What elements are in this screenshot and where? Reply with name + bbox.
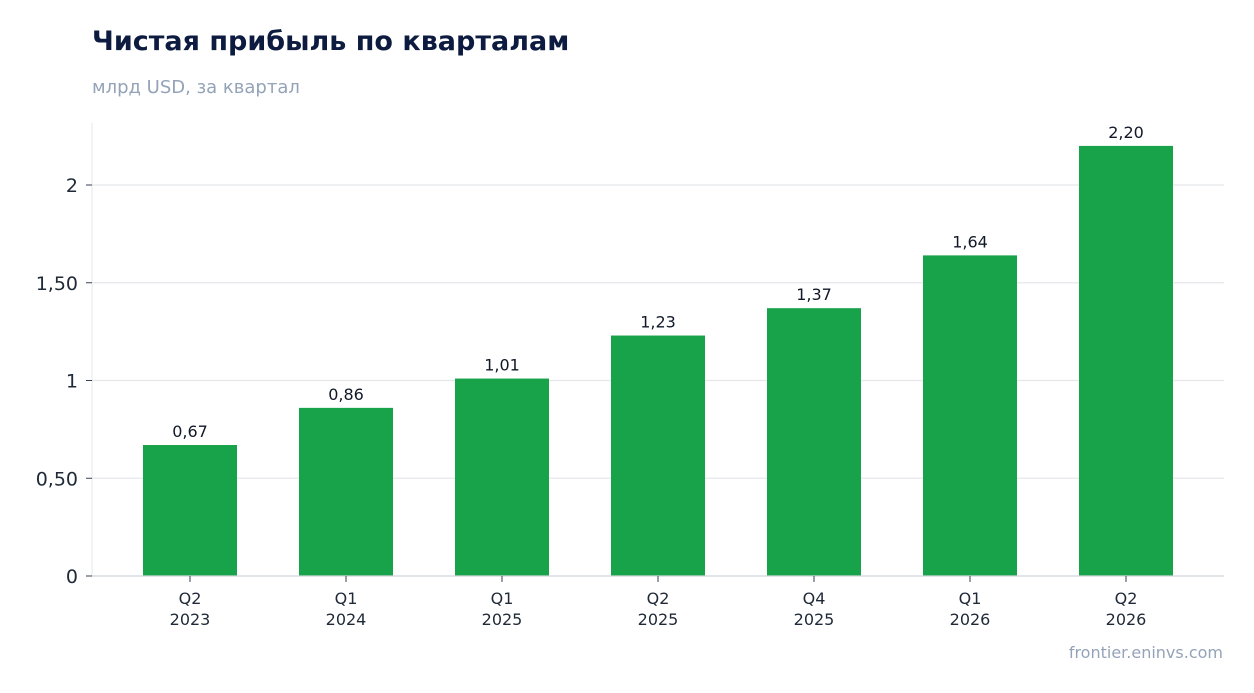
bar	[611, 335, 705, 576]
x-tick-label: 2026	[1106, 610, 1147, 629]
x-tick-label: 2024	[326, 610, 367, 629]
ticks: 0 0,50 1 1,50 2 Q2 2023 Q1 2024 Q1 2025 Q2 2025 Q4 202…	[36, 175, 1147, 629]
chart-subtitle: млрд USD, за квартал	[92, 77, 300, 98]
x-tick-label: 2023	[170, 610, 211, 629]
x-tick-label: Q2	[179, 589, 202, 608]
bar	[455, 378, 549, 576]
data-label: 1,64	[952, 232, 988, 251]
x-tick-label: Q1	[335, 589, 358, 608]
data-label: 0,86	[328, 385, 364, 404]
x-tick-label: 2026	[950, 610, 991, 629]
x-tick-label: Q2	[1115, 589, 1138, 608]
data-label: 1,23	[640, 313, 676, 332]
data-label: 2,20	[1108, 123, 1144, 142]
x-tick-label: 2025	[482, 610, 523, 629]
data-label: 1,37	[796, 285, 832, 304]
bar	[923, 255, 1017, 576]
y-tick-label: 1	[66, 371, 78, 393]
x-tick-label: Q2	[647, 589, 670, 608]
x-tick-label: Q4	[803, 589, 826, 608]
source-note: frontier.eninvs.com	[1068, 643, 1223, 662]
x-tick-label: 2025	[794, 610, 835, 629]
bar	[1079, 145, 1173, 576]
chart-title: Чистая прибыль по кварталам	[92, 26, 570, 57]
y-tick-label: 1,50	[36, 273, 78, 295]
bar	[143, 445, 237, 576]
bar	[767, 308, 861, 576]
bar	[299, 407, 393, 576]
x-tick-label: Q1	[959, 589, 982, 608]
data-label: 1,01	[484, 356, 520, 375]
bars: 0,67 0,86 1,01 1,23 1,37 1,64 2,20	[143, 123, 1173, 576]
data-label: 0,67	[172, 422, 208, 441]
y-tick-label: 2	[66, 175, 78, 197]
y-tick-label: 0	[66, 566, 78, 588]
x-tick-label: 2025	[638, 610, 679, 629]
y-tick-label: 0,50	[36, 468, 78, 490]
x-tick-label: Q1	[491, 589, 514, 608]
